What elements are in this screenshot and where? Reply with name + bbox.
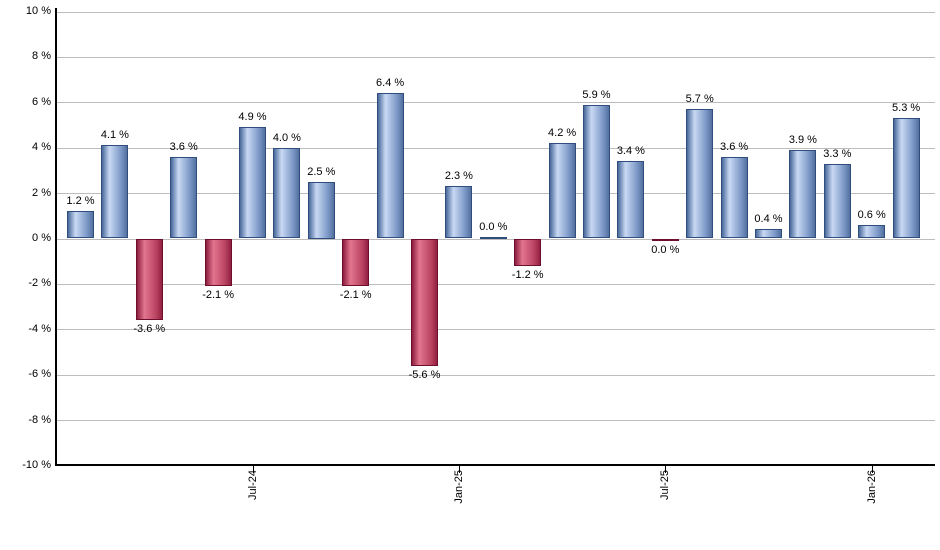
x-axis-line <box>55 464 935 466</box>
bar-value-label: 1.2 % <box>66 195 95 208</box>
y-axis-line <box>55 8 57 466</box>
bar-value-label: 3.3 % <box>823 147 852 160</box>
y-axis-label: -6 % <box>28 368 51 380</box>
bar-negative <box>342 238 370 287</box>
bar-value-label: -5.6 % <box>408 368 441 381</box>
y-axis-label: -10 % <box>22 459 51 471</box>
x-axis-label: Jan-25 <box>453 470 465 504</box>
gridline <box>57 148 935 149</box>
bar-positive <box>67 211 94 239</box>
bar-value-label: 0.4 % <box>754 213 783 226</box>
gridline <box>57 284 935 285</box>
gridline <box>57 193 935 194</box>
bar-value-label: 3.6 % <box>169 140 198 153</box>
bar-value-label: 5.7 % <box>685 93 714 106</box>
bar-positive <box>686 109 714 239</box>
bar-positive <box>858 224 886 239</box>
bar-positive <box>823 163 851 239</box>
bar-positive <box>101 145 129 239</box>
bar-positive <box>755 229 782 239</box>
y-axis-label: 6 % <box>32 96 51 108</box>
bar-positive <box>720 156 748 239</box>
y-axis-label: 2 % <box>32 187 51 199</box>
bar-value-label: 3.4 % <box>616 145 645 158</box>
bar-positive <box>170 156 198 239</box>
bar-positive <box>445 186 473 239</box>
y-axis-label: 10 % <box>25 5 51 17</box>
bar-positive <box>376 93 404 239</box>
bar-value-label: -1.2 % <box>511 268 544 281</box>
bar-value-label: -2.1 % <box>339 289 372 302</box>
bar-positive <box>307 181 335 239</box>
bar-negative <box>411 238 438 366</box>
bar-value-label: 0.6 % <box>857 208 886 221</box>
x-axis-label: Jul-25 <box>659 470 671 500</box>
bar-value-label: 3.6 % <box>720 140 749 153</box>
gridline <box>57 102 935 103</box>
x-axis-label: Jan-26 <box>866 470 878 504</box>
bar-positive <box>548 143 576 239</box>
gridline <box>57 375 935 376</box>
gridline <box>57 57 935 58</box>
y-axis-label: -2 % <box>28 277 51 289</box>
bar-value-label: 4.2 % <box>548 127 577 140</box>
gridline <box>57 329 935 330</box>
bar-value-label: 5.3 % <box>892 102 921 115</box>
bar-positive <box>239 127 266 239</box>
bar-value-label: 4.9 % <box>238 111 267 124</box>
bar-value-label: 4.1 % <box>100 129 129 142</box>
bar-positive <box>273 147 301 239</box>
bar-positive <box>892 118 920 239</box>
gridline <box>57 239 935 240</box>
x-axis-tick <box>253 465 254 473</box>
bar-negative <box>651 238 679 241</box>
bar-value-label: 0.0 % <box>651 243 680 256</box>
bar-negative <box>135 238 163 321</box>
bar-value-label: 0.0 % <box>479 220 508 233</box>
x-axis-tick <box>872 465 873 473</box>
bar-negative <box>514 238 542 266</box>
bar-value-label: 2.5 % <box>307 165 336 178</box>
x-axis-tick <box>459 465 460 473</box>
y-axis-label: -8 % <box>28 414 51 426</box>
bar-positive <box>617 161 645 239</box>
bar-positive <box>789 149 817 239</box>
x-axis-tick <box>665 465 666 473</box>
y-axis-label: 4 % <box>32 141 51 153</box>
bar-value-label: 6.4 % <box>376 77 405 90</box>
y-axis-label: -4 % <box>28 323 51 335</box>
y-axis-label: 0 % <box>32 232 51 244</box>
bar-value-label: 5.9 % <box>582 88 611 101</box>
bar-value-label: -3.6 % <box>133 323 166 336</box>
bar-positive <box>583 104 610 239</box>
gridline <box>57 420 935 421</box>
bar-value-label: -2.1 % <box>202 289 234 302</box>
bar-positive <box>479 236 507 239</box>
bar-negative <box>204 238 232 287</box>
gridline <box>57 12 935 13</box>
y-axis-label: 8 % <box>32 50 51 62</box>
x-axis-label: Jul-24 <box>247 470 259 500</box>
bar-value-label: 3.9 % <box>788 133 817 146</box>
bar-value-label: 4.0 % <box>272 131 301 144</box>
bar-value-label: 2.3 % <box>444 170 473 183</box>
